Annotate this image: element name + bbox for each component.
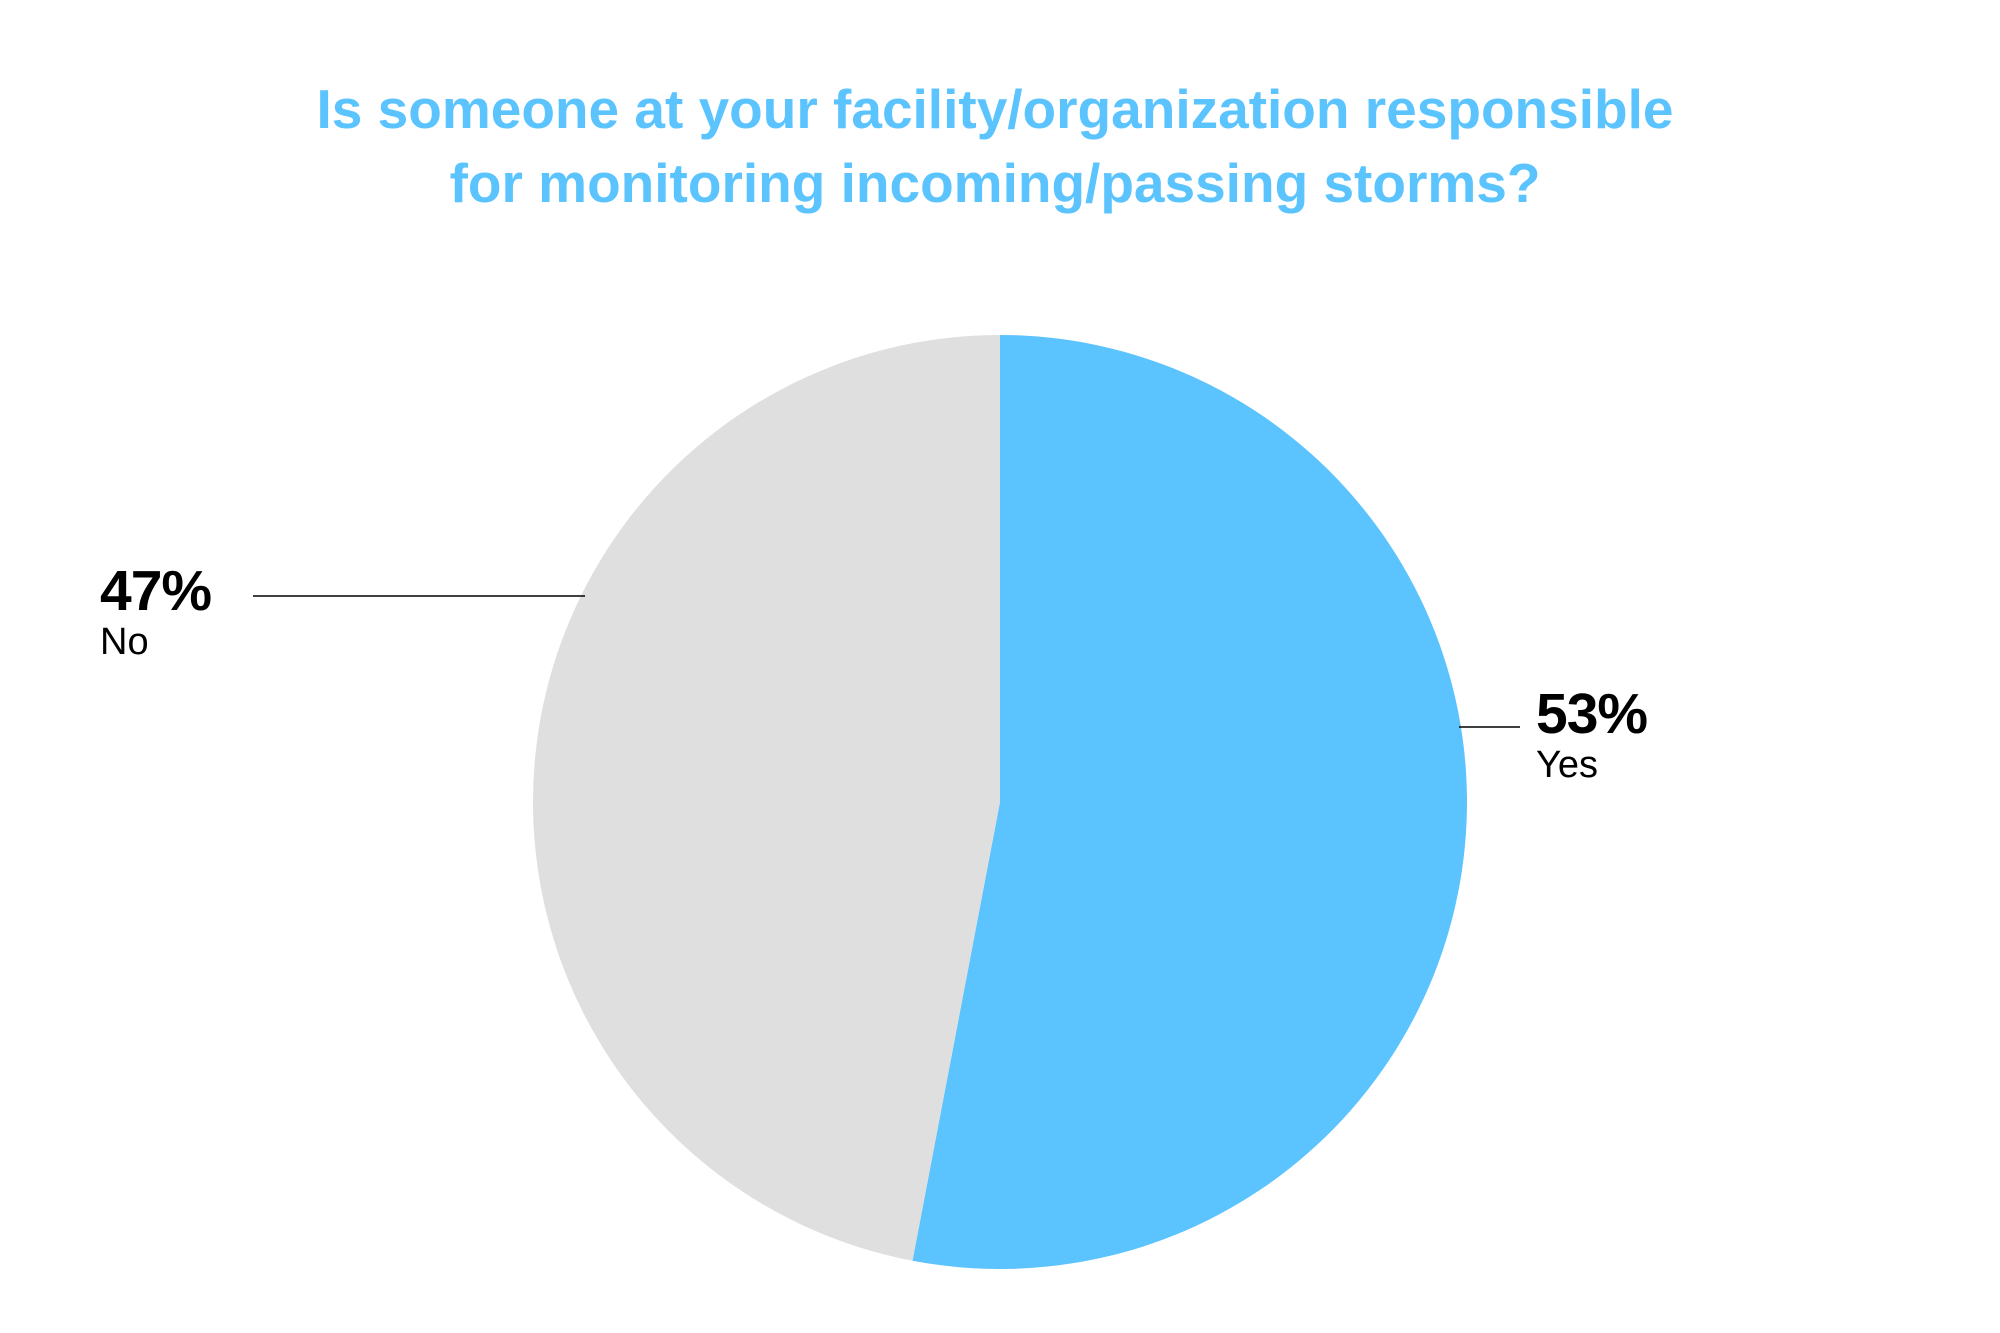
- slice-category-yes: Yes: [1536, 744, 1598, 786]
- slice-label-yes: 53% Yes: [1536, 682, 1648, 787]
- slice-label-no: 47% No: [100, 559, 212, 664]
- chart-title-line-1: Is someone at your facility/organization…: [316, 78, 1674, 140]
- chart-title: Is someone at your facility/organization…: [0, 72, 1990, 220]
- slice-category-no: No: [100, 621, 149, 663]
- slice-percent-yes: 53%: [1536, 682, 1648, 746]
- pie-slice-yes: [912, 335, 1467, 1270]
- pie-slice-no: [532, 335, 1000, 1261]
- chart-title-line-2: for monitoring incoming/passing storms?: [449, 152, 1541, 214]
- slice-percent-no: 47%: [100, 559, 212, 623]
